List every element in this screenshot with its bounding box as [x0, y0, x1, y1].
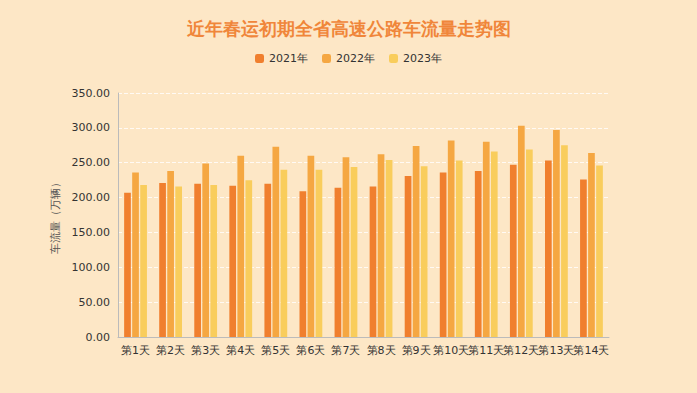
svg-text:第2天: 第2天 — [156, 344, 185, 357]
svg-text:第11天: 第11天 — [468, 344, 504, 357]
svg-text:第3天: 第3天 — [191, 344, 220, 357]
svg-text:第9天: 第9天 — [402, 344, 431, 357]
svg-text:250.00: 250.00 — [72, 156, 111, 169]
svg-text:第7天: 第7天 — [331, 344, 360, 357]
svg-text:200.00: 200.00 — [72, 191, 111, 204]
svg-text:第10天: 第10天 — [433, 344, 469, 357]
svg-text:第14天: 第14天 — [573, 344, 609, 357]
svg-text:第6天: 第6天 — [296, 344, 325, 357]
svg-text:第12天: 第12天 — [503, 344, 539, 357]
svg-text:第13天: 第13天 — [538, 344, 574, 357]
svg-text:2023年: 2023年 — [403, 52, 442, 65]
svg-text:0.00: 0.00 — [86, 331, 111, 344]
svg-text:350.00: 350.00 — [72, 87, 111, 100]
svg-text:第4天: 第4天 — [226, 344, 255, 357]
svg-text:第8天: 第8天 — [367, 344, 396, 357]
svg-text:2021年: 2021年 — [269, 52, 308, 65]
svg-text:近年春运初期全省高速公路车流量走势图: 近年春运初期全省高速公路车流量走势图 — [186, 18, 511, 39]
svg-text:第1天: 第1天 — [121, 344, 150, 357]
svg-text:300.00: 300.00 — [72, 121, 111, 134]
svg-text:第5天: 第5天 — [261, 344, 290, 357]
svg-text:2022年: 2022年 — [336, 52, 375, 65]
svg-text:50.00: 50.00 — [79, 296, 111, 309]
svg-text:100.00: 100.00 — [72, 261, 111, 274]
svg-text:150.00: 150.00 — [72, 226, 111, 239]
svg-text:车流量（万辆）: 车流量（万辆） — [49, 177, 62, 254]
